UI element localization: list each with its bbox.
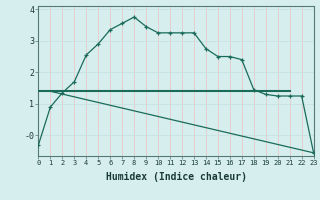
X-axis label: Humidex (Indice chaleur): Humidex (Indice chaleur) bbox=[106, 172, 246, 182]
